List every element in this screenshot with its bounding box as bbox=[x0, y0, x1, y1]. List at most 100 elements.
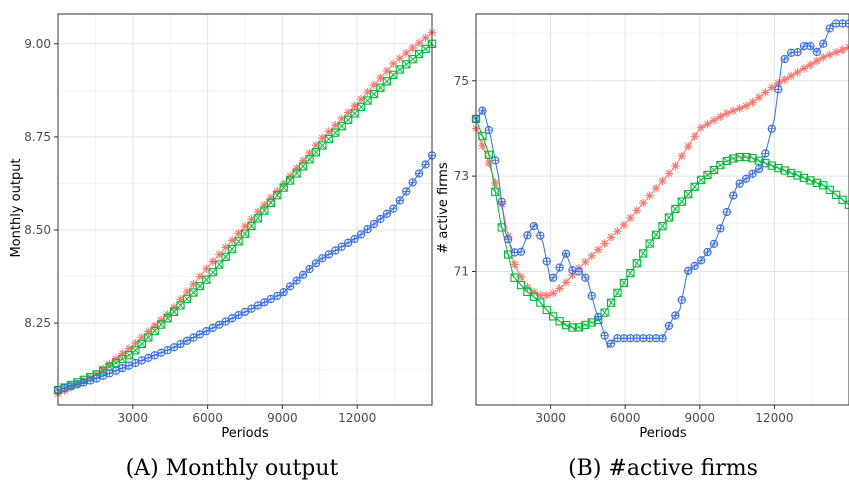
series-square-point bbox=[722, 156, 731, 166]
series-square-point bbox=[671, 204, 680, 214]
series-square-point bbox=[279, 183, 288, 192]
series-square-point bbox=[234, 237, 243, 246]
series-circle-plus-point bbox=[202, 327, 211, 336]
series-square-point bbox=[163, 314, 172, 323]
series-circle-plus-point bbox=[793, 47, 802, 57]
series-circle-plus-point bbox=[825, 24, 834, 33]
series-square-point bbox=[273, 191, 282, 200]
series-square-point bbox=[651, 230, 661, 239]
series-asterisk-point bbox=[748, 98, 757, 107]
series-square-point bbox=[131, 346, 140, 355]
series-circle-plus-point bbox=[606, 339, 616, 348]
series-circle-plus-point bbox=[344, 238, 353, 247]
series-circle-plus-point bbox=[664, 321, 674, 331]
series-asterisk-point bbox=[741, 101, 751, 111]
series-asterisk-point bbox=[613, 227, 622, 236]
series-circle-plus-point bbox=[542, 257, 551, 266]
y-tick-label: 8.25 bbox=[24, 316, 51, 330]
series-square-point bbox=[484, 150, 494, 159]
series-asterisk-point bbox=[542, 291, 551, 300]
series-circle-plus-point bbox=[389, 204, 398, 213]
series-square-point bbox=[703, 170, 712, 180]
series-circle-plus-point bbox=[253, 301, 263, 310]
series-square-point bbox=[337, 122, 346, 131]
x-tick-label: 3000 bbox=[535, 411, 566, 425]
series-circle-plus-point bbox=[414, 169, 424, 178]
series-asterisk-point bbox=[825, 50, 834, 59]
series-square-point bbox=[690, 182, 699, 191]
series-circle-plus-point bbox=[273, 291, 282, 301]
series-circle-plus-b bbox=[471, 19, 849, 349]
series-circle-plus-point bbox=[754, 164, 764, 174]
series-square-point bbox=[202, 275, 211, 284]
series-square-point bbox=[318, 141, 327, 150]
plot-frame-a bbox=[57, 13, 433, 406]
series-asterisk-point bbox=[812, 56, 822, 66]
series-asterisk-point bbox=[677, 151, 686, 161]
series-square-point bbox=[266, 198, 275, 208]
series-asterisk-point bbox=[716, 112, 725, 121]
series-circle-plus-point bbox=[266, 294, 275, 304]
x-tick-label: 6000 bbox=[192, 411, 223, 425]
series-square-point bbox=[350, 109, 359, 118]
series-asterisk-point bbox=[729, 106, 738, 116]
x-tick-label: 9000 bbox=[267, 411, 298, 425]
series-asterisk-point bbox=[658, 176, 667, 186]
series-square-point bbox=[645, 239, 654, 248]
series-asterisk-point bbox=[555, 284, 564, 293]
series-asterisk-point bbox=[844, 43, 849, 52]
series-square-point bbox=[536, 298, 545, 307]
series-square-point bbox=[344, 115, 353, 124]
series-square-point bbox=[600, 308, 609, 317]
series-square-point bbox=[260, 206, 269, 215]
series-circle-plus-point bbox=[376, 214, 385, 224]
series-square-point bbox=[619, 278, 629, 288]
series-square-point bbox=[311, 148, 321, 157]
series-square-point bbox=[227, 244, 237, 254]
series-circle-plus-point bbox=[696, 256, 706, 265]
series-square-point bbox=[221, 252, 230, 261]
series-circle-plus-point bbox=[337, 242, 346, 251]
series-square-point bbox=[639, 249, 648, 258]
series-asterisk-point bbox=[703, 119, 712, 129]
plot-frame-b bbox=[475, 13, 849, 406]
series-circle-plus-point bbox=[716, 224, 725, 233]
series-circle-plus-point bbox=[195, 330, 205, 339]
series-square-point bbox=[402, 60, 411, 69]
series-circle-plus-point bbox=[298, 270, 308, 279]
series-square-point bbox=[285, 176, 295, 185]
series-asterisk-point bbox=[626, 213, 635, 223]
series-square-point bbox=[176, 301, 185, 310]
series-circle-plus-point bbox=[497, 197, 506, 206]
ticks-a: 3000 6000 9000 12000 8.25 8.50 8.75 9.00 bbox=[24, 37, 376, 425]
series-asterisk-point bbox=[754, 93, 764, 102]
series-square-point bbox=[658, 222, 667, 231]
x-tick-label: 9000 bbox=[685, 411, 716, 425]
y-axis-title-active-firms: # active firms bbox=[436, 162, 451, 254]
series-circle-plus-point bbox=[285, 282, 295, 291]
series-square-point bbox=[395, 65, 404, 74]
series-asterisk-point bbox=[395, 54, 404, 63]
series-circle-plus-point bbox=[350, 234, 359, 244]
series-square-point bbox=[491, 187, 500, 196]
series-circle-plus-point bbox=[311, 259, 321, 268]
series-circle-plus-point bbox=[395, 196, 404, 205]
series-circle-plus-point bbox=[677, 295, 686, 305]
series-square-point bbox=[684, 190, 693, 199]
series-square-point bbox=[613, 288, 622, 298]
y-tick-label: 9.00 bbox=[24, 37, 51, 51]
series-circle-plus-point bbox=[684, 266, 693, 275]
series-circle-plus-point bbox=[690, 261, 699, 271]
series-square-a bbox=[53, 39, 437, 395]
series-square-point bbox=[324, 134, 333, 144]
series-square-point bbox=[144, 333, 153, 342]
series-circle-plus-point bbox=[529, 221, 539, 231]
series-circle-plus-point bbox=[504, 235, 513, 244]
series-circle-plus-point bbox=[536, 231, 545, 240]
series-circle-plus-point bbox=[324, 250, 333, 259]
series-circle-plus-point bbox=[182, 336, 192, 345]
series-circle-plus-point bbox=[382, 209, 392, 218]
series-circle-plus-point bbox=[658, 334, 667, 343]
series-square-point bbox=[298, 162, 308, 171]
series-asterisk-point bbox=[799, 64, 809, 73]
